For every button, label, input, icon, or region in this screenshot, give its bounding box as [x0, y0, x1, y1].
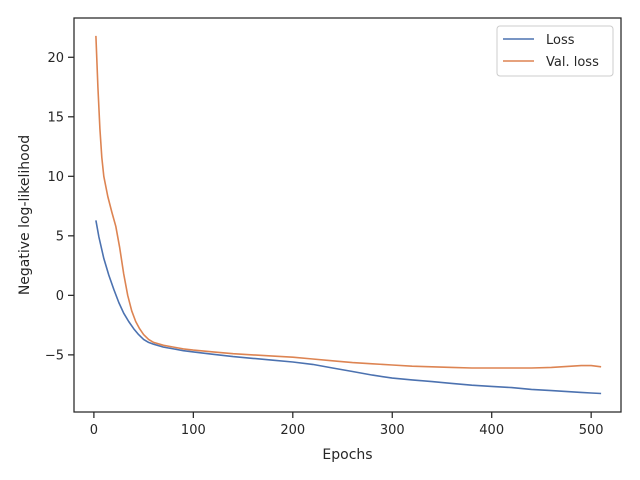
y-axis-ticks: −5 0 5 10 15 20 [45, 51, 74, 363]
x-tick-label: 300 [380, 423, 405, 438]
y-tick-label: −5 [45, 348, 64, 363]
y-tick-label: 15 [47, 110, 64, 125]
axes-frame [73, 17, 622, 413]
x-tick-label: 100 [181, 423, 206, 438]
y-axis-label: Negative log-likelihood [17, 135, 33, 295]
plot-area [73, 17, 622, 413]
legend-label-loss: Loss [546, 33, 575, 48]
x-tick-label: 500 [579, 423, 604, 438]
y-tick-label: 10 [47, 170, 64, 185]
x-axis-ticks: 0 100 200 300 400 500 [90, 412, 604, 438]
y-tick-label: 20 [47, 51, 64, 66]
x-tick-label: 200 [280, 423, 305, 438]
legend: Loss Val. loss [496, 25, 614, 77]
x-tick-label: 0 [90, 423, 98, 438]
x-tick-label: 400 [479, 423, 504, 438]
x-axis-label: Epochs [322, 447, 372, 463]
series-line-val-loss [95, 35, 602, 369]
series-layer [95, 35, 602, 395]
y-tick-label: 0 [56, 289, 64, 304]
series-line-loss [95, 220, 602, 395]
y-tick-label: 5 [56, 229, 64, 244]
legend-label-val-loss: Val. loss [546, 55, 599, 70]
